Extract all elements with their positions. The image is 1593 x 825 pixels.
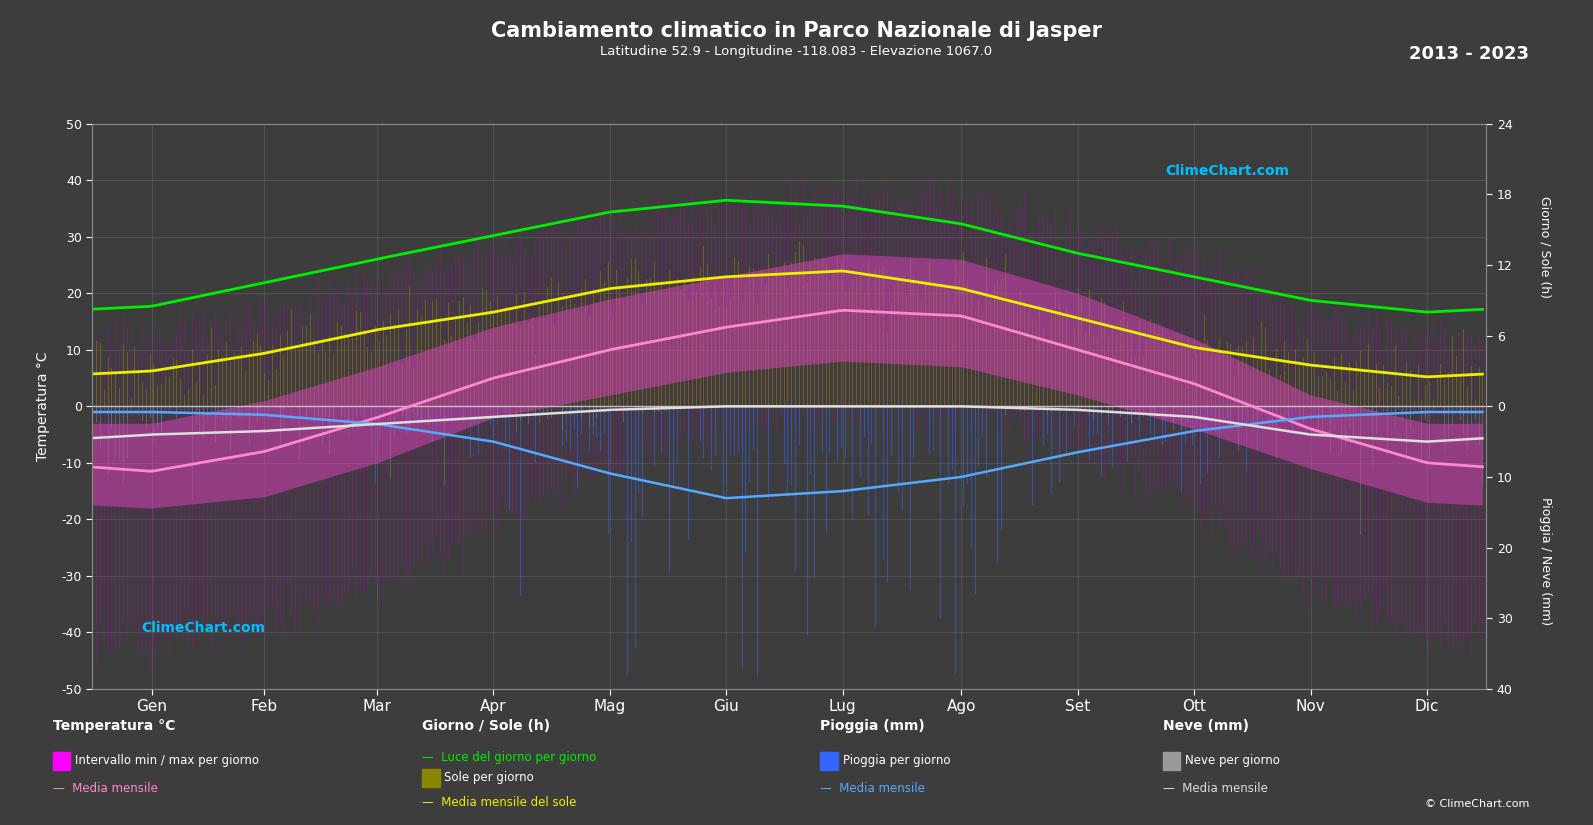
Text: —  Media mensile: — Media mensile xyxy=(53,782,158,795)
Text: Sole per giorno: Sole per giorno xyxy=(444,771,534,785)
Text: Neve per giorno: Neve per giorno xyxy=(1185,754,1281,767)
Text: —  Media mensile: — Media mensile xyxy=(820,782,926,795)
Text: Latitudine 52.9 - Longitudine -118.083 - Elevazione 1067.0: Latitudine 52.9 - Longitudine -118.083 -… xyxy=(601,45,992,59)
Text: —  Luce del giorno per giorno: — Luce del giorno per giorno xyxy=(422,751,596,764)
Text: Pioggia (mm): Pioggia (mm) xyxy=(820,719,926,733)
Text: ClimeChart.com: ClimeChart.com xyxy=(142,621,264,635)
Text: Intervallo min / max per giorno: Intervallo min / max per giorno xyxy=(75,754,260,767)
Text: —  Media mensile del sole: — Media mensile del sole xyxy=(422,796,577,809)
Text: Cambiamento climatico in Parco Nazionale di Jasper: Cambiamento climatico in Parco Nazionale… xyxy=(491,21,1102,40)
Text: Pioggia per giorno: Pioggia per giorno xyxy=(843,754,949,767)
Y-axis label: Temperatura °C: Temperatura °C xyxy=(37,351,51,461)
Text: 2013 - 2023: 2013 - 2023 xyxy=(1410,45,1529,64)
Text: Pioggia / Neve (mm): Pioggia / Neve (mm) xyxy=(1539,497,1552,625)
Text: Temperatura °C: Temperatura °C xyxy=(53,719,175,733)
Text: —  Media mensile: — Media mensile xyxy=(1163,782,1268,795)
Text: Giorno / Sole (h): Giorno / Sole (h) xyxy=(422,719,550,733)
Text: Giorno / Sole (h): Giorno / Sole (h) xyxy=(1539,196,1552,299)
Text: ClimeChart.com: ClimeChart.com xyxy=(1166,163,1290,177)
Text: Neve (mm): Neve (mm) xyxy=(1163,719,1249,733)
Text: © ClimeChart.com: © ClimeChart.com xyxy=(1424,799,1529,808)
